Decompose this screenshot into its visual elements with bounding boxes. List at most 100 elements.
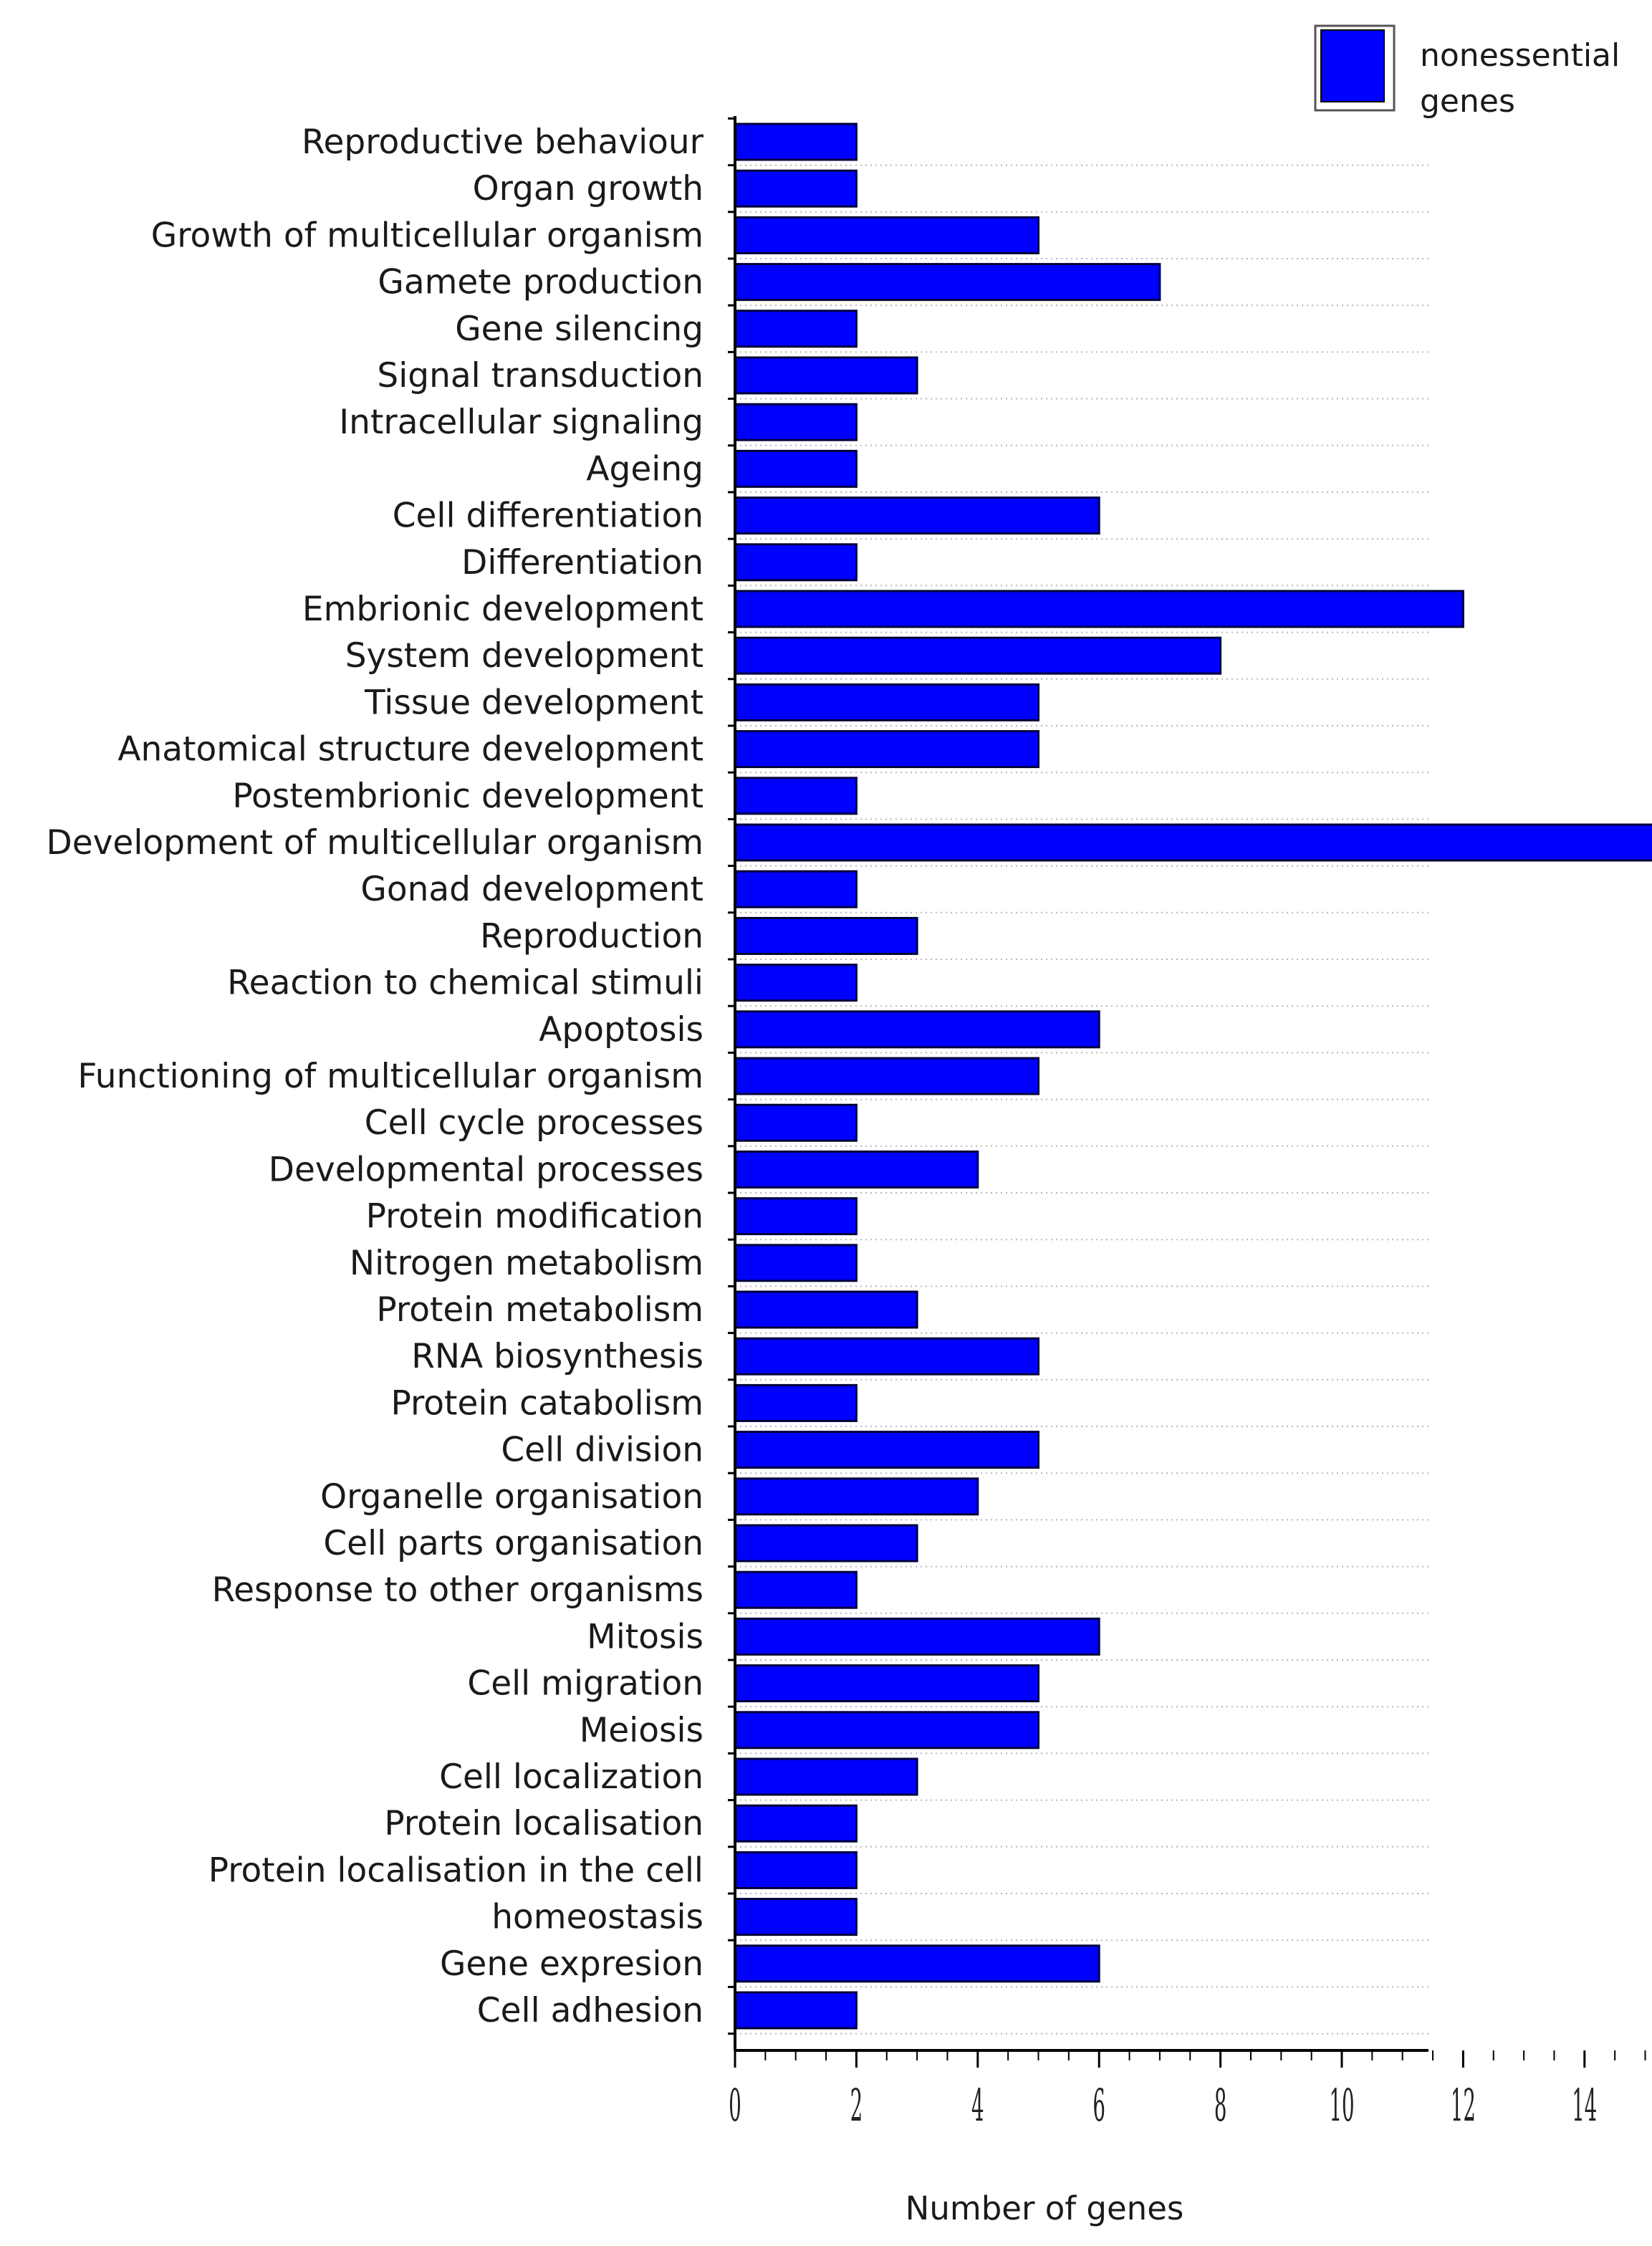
bar (734, 1197, 858, 1236)
bars (734, 123, 1652, 2030)
bar (734, 1898, 858, 1937)
legend-swatch (1320, 29, 1385, 102)
bar (734, 1851, 858, 1889)
bar (734, 1477, 979, 1516)
bar (734, 543, 858, 582)
bar (734, 449, 858, 488)
x-tick-label: 12 (1451, 2080, 1476, 2131)
bar (734, 1757, 918, 1796)
category-label: Protein metabolism (376, 1290, 703, 1330)
category-labels: Reproductive behaviour Organ growth Growth… (47, 123, 704, 2030)
category-label: Intracellular signaling (339, 403, 703, 442)
bar (734, 730, 1039, 769)
category-label: Protein localisation in the cell (208, 1851, 703, 1890)
bar (734, 1991, 858, 2030)
bar (734, 123, 858, 161)
bar (734, 1103, 858, 1142)
x-tick-label: 8 (1214, 2080, 1227, 2131)
category-label: Protein modification (366, 1197, 703, 1237)
x-axis-title: Number of genes (906, 2189, 1184, 2227)
category-label: Nitrogen metabolism (350, 1244, 703, 1283)
bar (734, 1383, 858, 1422)
legend-label-line2: genes (1420, 83, 1515, 120)
bar (734, 916, 918, 955)
bar (734, 1010, 1100, 1049)
category-label: Ageing (586, 449, 703, 489)
x-tick-label: 0 (729, 2080, 741, 2131)
bar (734, 1944, 1100, 1983)
category-label: homeostasis (491, 1898, 703, 1937)
x-tick-labels: 0246810121416182022 (729, 2080, 1597, 2131)
bar (734, 309, 858, 348)
category-label: Growth of multicellular organism (151, 216, 703, 255)
category-label: Development of multicellular organism (47, 823, 704, 863)
category-label: Gamete production (378, 263, 703, 302)
category-label: Anatomical structure development (117, 730, 703, 769)
category-label: Meiosis (580, 1711, 703, 1750)
x-tick-label: 2 (850, 2080, 863, 2131)
bar (734, 356, 918, 395)
category-label: Organelle organisation (320, 1477, 703, 1517)
bar (734, 1290, 918, 1329)
category-label: Gene expresion (440, 1944, 703, 1984)
category-label: Organ growth (473, 169, 703, 208)
bar (734, 1244, 858, 1282)
bar (734, 870, 858, 908)
bar (734, 964, 858, 1002)
category-label: Reproduction (480, 916, 703, 956)
bar (734, 1150, 979, 1189)
bar (734, 1524, 918, 1563)
x-tick-label: 10 (1329, 2080, 1354, 2131)
category-label: Cell parts organisation (323, 1524, 703, 1563)
category-label: Cell differentiation (393, 496, 703, 536)
grid-lines (735, 164, 1428, 2035)
bar (734, 1804, 858, 1843)
category-label: Protein localisation (384, 1804, 703, 1843)
category-label: Cell adhesion (477, 1991, 703, 2030)
bar (734, 403, 858, 441)
category-label: Differentiation (461, 543, 703, 582)
bar (734, 216, 1039, 254)
category-label: Reaction to chemical stimuli (227, 964, 703, 1003)
bar (734, 590, 1464, 628)
category-label: Gonad development (360, 870, 703, 909)
bar (734, 496, 1100, 535)
legend: nonessential genes (1314, 24, 1620, 120)
bar (734, 1570, 858, 1609)
bar (734, 1057, 1039, 1095)
x-tick-label: 6 (1092, 2080, 1105, 2131)
bar (734, 823, 1652, 862)
category-label: Gene silencing (455, 309, 703, 349)
bar (734, 683, 1039, 721)
category-label: Cell migration (467, 1664, 703, 1704)
category-label: Tissue development (364, 683, 703, 722)
category-label: Cell localization (439, 1757, 703, 1797)
bar (734, 1711, 1039, 1750)
category-label: Reproductive behaviour (302, 123, 704, 162)
x-tick-label: 4 (971, 2080, 984, 2131)
category-label: Functioning of multicellular organism (77, 1057, 703, 1096)
bar (734, 1337, 1039, 1376)
category-label: Mitosis (587, 1617, 703, 1656)
bar (734, 1617, 1100, 1656)
category-label: Cell cycle processes (365, 1103, 703, 1143)
bar (734, 777, 858, 815)
category-label: Cell division (501, 1431, 703, 1470)
category-label: Embrionic development (302, 590, 703, 629)
bar (734, 263, 1161, 302)
category-label: Response to other organisms (212, 1570, 703, 1610)
category-label: Postembrionic development (232, 777, 703, 816)
axes (728, 116, 1646, 2068)
category-label: Apoptosis (539, 1010, 703, 1050)
category-label: Protein catabolism (390, 1383, 703, 1423)
legend-label-line1: nonessential (1420, 37, 1620, 74)
bar (734, 1664, 1039, 1703)
category-label: Signal transduction (377, 356, 703, 395)
category-label: System development (345, 636, 703, 676)
bar (734, 169, 858, 208)
x-tick-label: 14 (1572, 2080, 1597, 2131)
category-label: RNA biosynthesis (411, 1337, 703, 1376)
category-label: Developmental processes (269, 1150, 703, 1189)
